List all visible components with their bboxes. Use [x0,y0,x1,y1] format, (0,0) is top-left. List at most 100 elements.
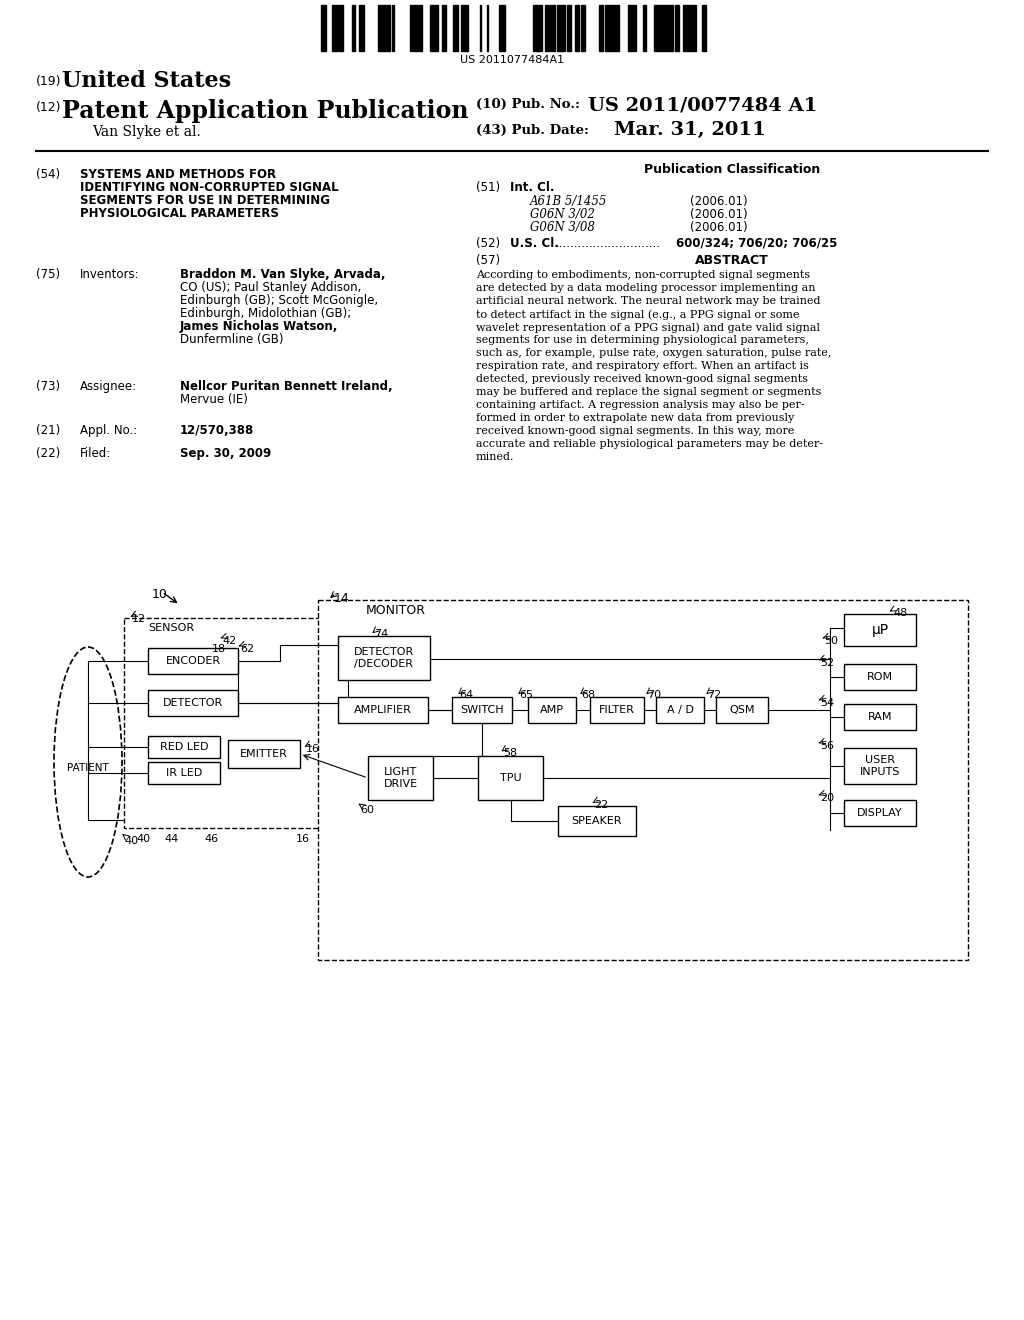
Bar [338,5,341,51]
Text: Dunfermline (GB): Dunfermline (GB) [180,333,284,346]
Bar [844,614,916,645]
Bar [341,5,343,51]
Bar [551,5,555,51]
Text: QSM: QSM [729,705,755,715]
Bar [453,5,456,51]
Text: Int. Cl.: Int. Cl. [510,181,555,194]
Text: 14: 14 [334,591,350,605]
Text: EMITTER: EMITTER [240,748,288,759]
Text: containing artifact. A regression analysis may also be per-: containing artifact. A regression analys… [476,400,805,411]
Bar [528,697,575,723]
Text: IDENTIFYING NON-CORRUPTED SIGNAL: IDENTIFYING NON-CORRUPTED SIGNAL [80,181,339,194]
Text: 48: 48 [893,609,907,618]
Bar [615,5,618,51]
Bar [654,5,658,51]
Bar [669,5,672,51]
Text: TPU: TPU [500,774,521,783]
Bar [692,5,696,51]
Text: SYSTEMS AND METHODS FOR: SYSTEMS AND METHODS FOR [80,168,276,181]
Text: ENCODER: ENCODER [166,656,220,667]
Bar [419,5,422,51]
Text: DETECTOR
/DECODER: DETECTOR /DECODER [354,647,414,669]
Text: US 2011/0077484 A1: US 2011/0077484 A1 [588,96,817,114]
Text: USER
INPUTS: USER INPUTS [860,755,900,776]
Text: LIGHT
DRIVE: LIGHT DRIVE [383,767,418,789]
Text: such as, for example, pulse rate, oxygen saturation, pulse rate,: such as, for example, pulse rate, oxygen… [476,348,831,358]
Text: 70: 70 [647,690,662,700]
Text: 65: 65 [519,690,534,700]
Text: (22): (22) [36,447,60,459]
Text: 40: 40 [136,834,151,843]
Text: SENSOR: SENSOR [148,623,195,634]
Text: Inventors:: Inventors: [80,268,139,281]
Text: (54): (54) [36,168,60,181]
Text: US 2011077484A1: US 2011077484A1 [460,55,564,65]
Text: IR LED: IR LED [166,768,202,777]
Bar [844,800,916,826]
Text: PATIENT: PATIENT [68,763,109,774]
Bar [662,5,666,51]
Text: (2006.01): (2006.01) [690,209,748,220]
Bar [430,5,434,51]
Text: 72: 72 [707,690,721,700]
Bar [332,5,336,51]
Text: (2006.01): (2006.01) [690,195,748,209]
Text: A61B 5/1455: A61B 5/1455 [530,195,607,209]
Text: 600/324; 706/20; 706/25: 600/324; 706/20; 706/25 [676,238,838,249]
Text: mined.: mined. [476,451,514,462]
Bar [688,5,692,51]
Text: 16: 16 [296,834,310,843]
Text: 50: 50 [824,636,838,645]
Text: 22: 22 [594,800,608,810]
Bar [545,5,548,51]
Text: SWITCH: SWITCH [460,705,504,715]
Text: 52: 52 [820,657,835,668]
Bar [452,697,512,723]
Text: 74: 74 [374,630,388,639]
Bar [338,697,428,723]
Text: 12: 12 [132,614,146,624]
Text: DISPLAY: DISPLAY [857,808,903,818]
Text: Sep. 30, 2009: Sep. 30, 2009 [180,447,271,459]
Text: AMP: AMP [540,705,564,715]
Bar [605,5,608,51]
Text: (12): (12) [36,102,61,114]
Bar [392,5,394,51]
Text: ABSTRACT: ABSTRACT [695,253,769,267]
Bar [844,748,916,784]
Text: (73): (73) [36,380,60,393]
Bar [548,5,550,51]
Bar [413,5,417,51]
Bar [378,5,380,51]
Bar [702,5,705,51]
Text: μP: μP [871,623,889,638]
Text: may be buffered and replace the signal segment or segments: may be buffered and replace the signal s… [476,387,821,397]
Text: to detect artifact in the signal (e.g., a PPG signal or some: to detect artifact in the signal (e.g., … [476,309,800,319]
Bar [844,664,916,690]
Bar [538,5,542,51]
Text: formed in order to extrapolate new data from previously: formed in order to extrapolate new data … [476,413,795,422]
Text: artificial neural network. The neural network may be trained: artificial neural network. The neural ne… [476,296,820,306]
Text: 56: 56 [820,741,834,751]
Bar [318,601,968,960]
Text: G06N 3/08: G06N 3/08 [530,220,595,234]
Text: (51): (51) [476,181,500,194]
Text: ROM: ROM [867,672,893,682]
Text: 12/570,388: 12/570,388 [180,424,254,437]
Text: (75): (75) [36,268,60,281]
Text: 58: 58 [503,748,517,758]
Text: 64: 64 [459,690,473,700]
Text: RAM: RAM [867,711,892,722]
Bar [380,5,384,51]
Text: Nellcor Puritan Bennett Ireland,: Nellcor Puritan Bennett Ireland, [180,380,392,393]
Text: U.S. Cl.: U.S. Cl. [510,238,559,249]
Bar [499,5,503,51]
Text: Filed:: Filed: [80,447,112,459]
Text: PHYSIOLOGICAL PARAMETERS: PHYSIOLOGICAL PARAMETERS [80,207,279,220]
Text: 16: 16 [306,744,319,754]
Bar [368,756,433,800]
Text: are detected by a data modeling processor implementing an: are detected by a data modeling processo… [476,282,815,293]
Text: Publication Classification: Publication Classification [644,162,820,176]
Bar [148,762,220,784]
Text: 62: 62 [240,644,254,653]
